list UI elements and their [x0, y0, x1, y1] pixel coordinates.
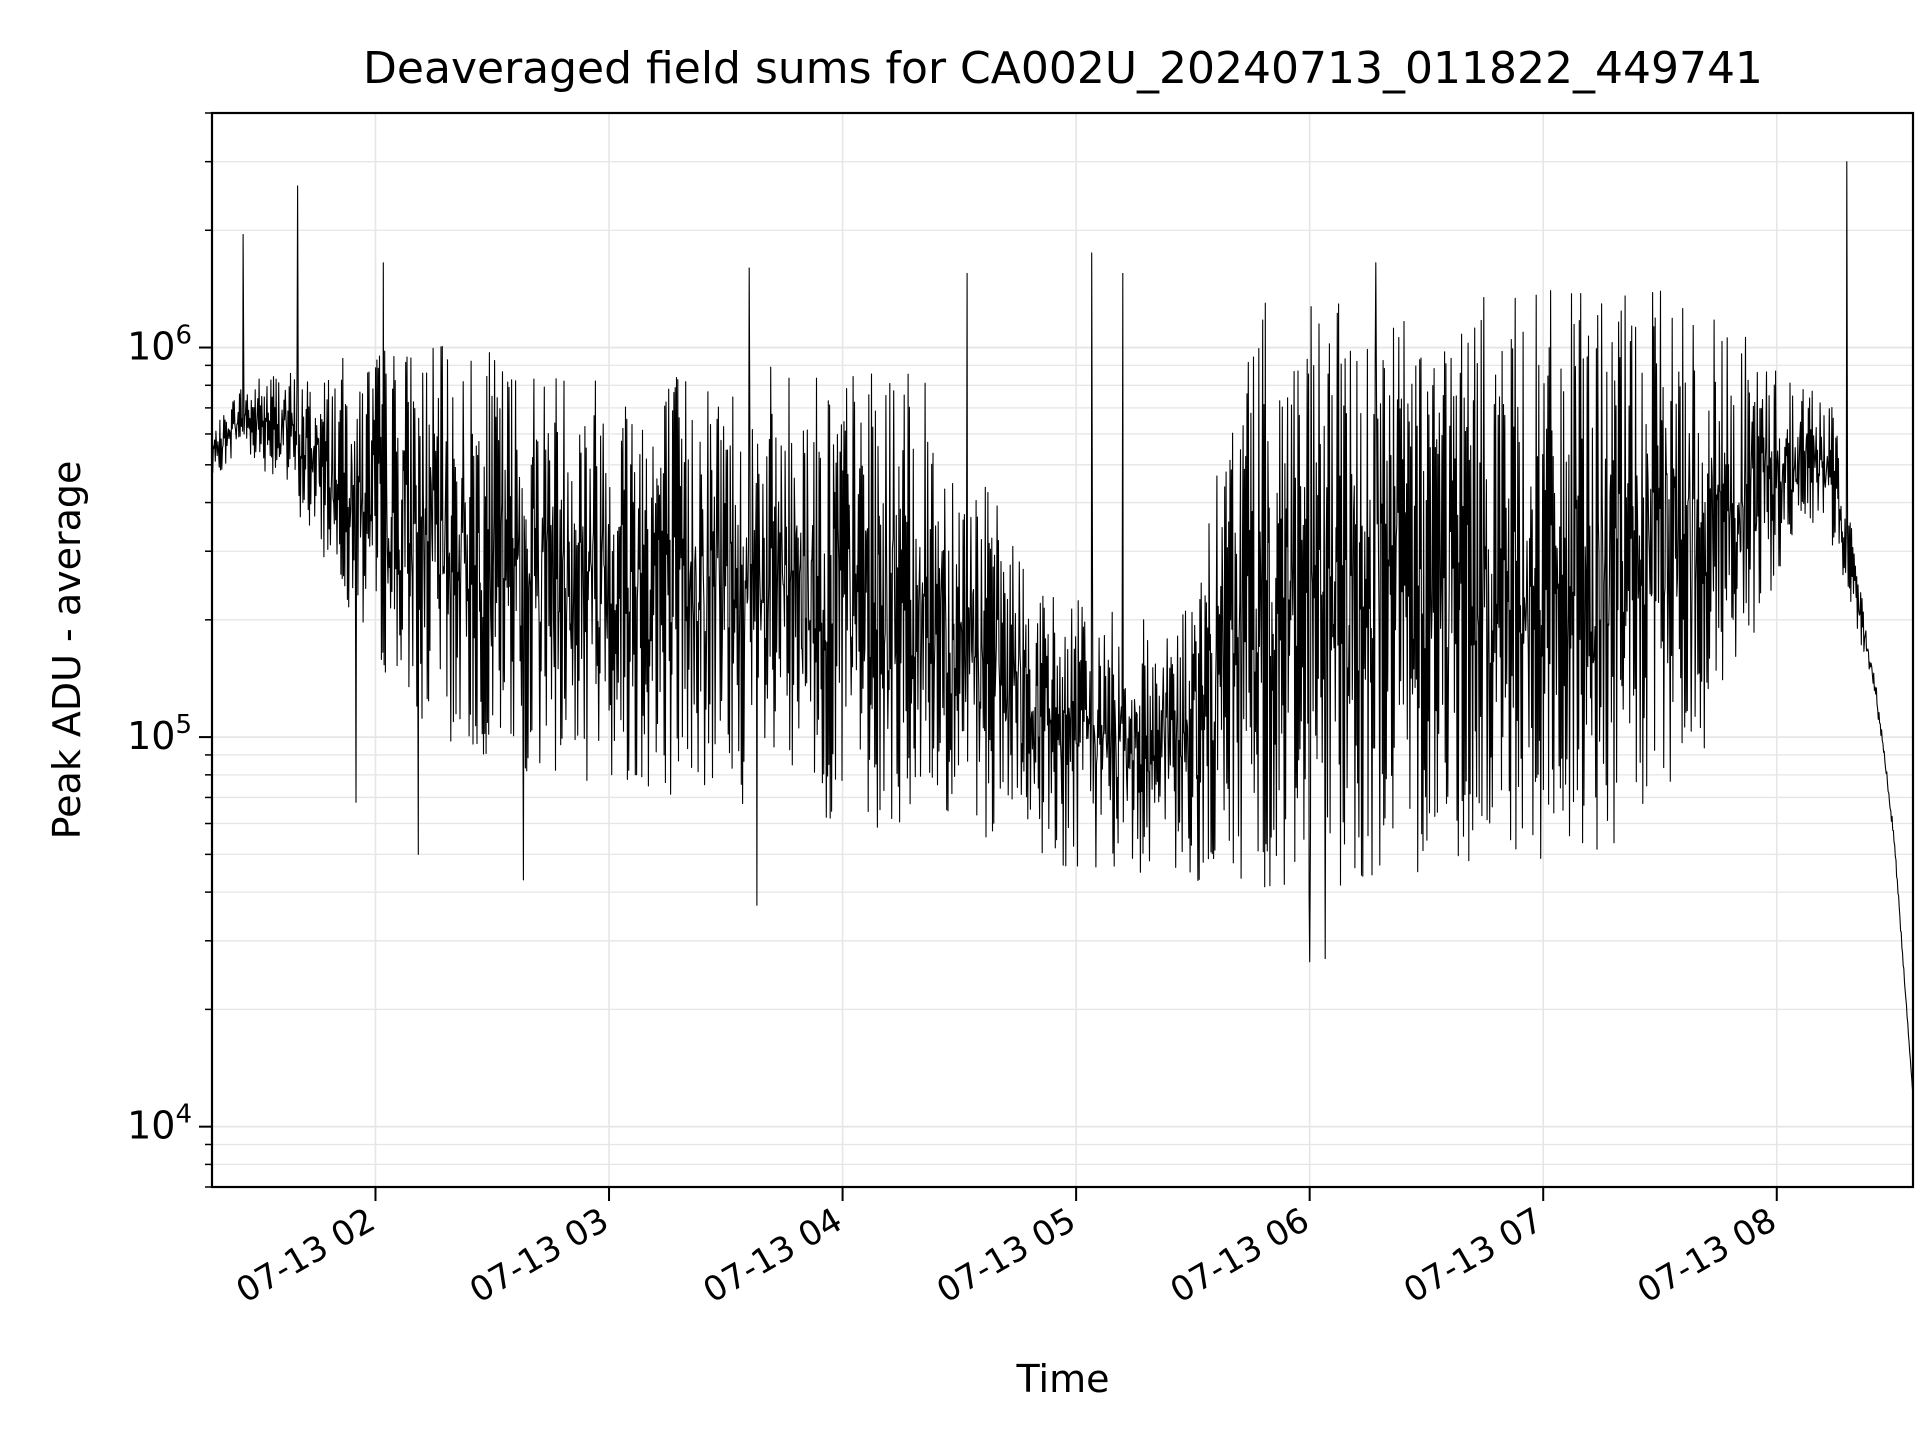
y-tick-label: 105: [127, 710, 192, 758]
plot-area: [212, 161, 1913, 1096]
y-tick-label: 106: [127, 321, 192, 369]
series-line: [212, 161, 1913, 1096]
chart-title: Deaveraged field sums for CA002U_2024071…: [363, 43, 1763, 94]
y-tick-label: 104: [127, 1100, 192, 1148]
y-axis-label: Peak ADU - average: [45, 461, 89, 840]
plot-frame: [210, 111, 1915, 1189]
x-axis-label: Time: [1016, 1357, 1110, 1401]
